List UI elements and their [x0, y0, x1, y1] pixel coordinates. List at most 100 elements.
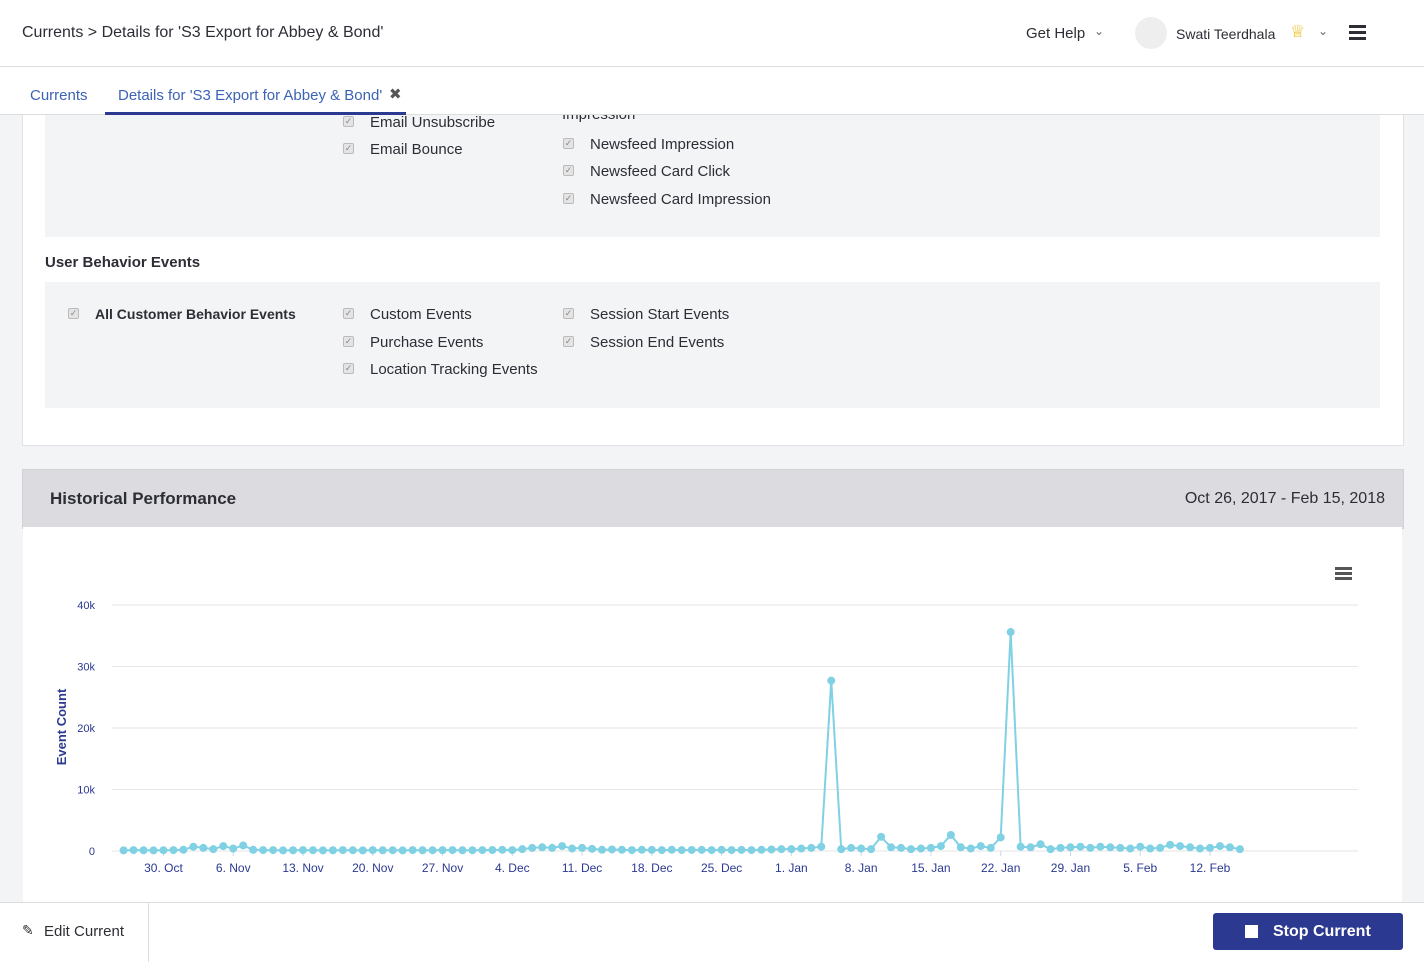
menu-icon[interactable]	[1349, 25, 1366, 28]
data-point	[299, 846, 308, 855]
avatar[interactable]	[1135, 17, 1167, 49]
data-point	[667, 845, 676, 854]
label: Email Bounce	[370, 141, 463, 158]
data-point	[179, 845, 188, 854]
checkbox: ✓	[563, 138, 574, 149]
data-point	[1215, 842, 1224, 851]
data-point	[388, 846, 397, 855]
data-point	[568, 844, 577, 853]
y-tick-label: 10k	[77, 785, 95, 797]
data-point	[478, 846, 487, 855]
data-point	[637, 845, 646, 854]
data-point	[528, 843, 537, 852]
data-point	[1205, 843, 1214, 852]
data-point	[1016, 842, 1025, 851]
data-point	[976, 842, 985, 851]
x-tick-label: 18. Dec	[631, 861, 672, 875]
user-name[interactable]: Swati Teerdhala	[1176, 26, 1276, 42]
data-point	[308, 846, 317, 855]
x-tick-label: 1. Jan	[775, 861, 808, 875]
data-point	[378, 846, 387, 855]
data-point	[1166, 840, 1175, 849]
chevron: ⌄	[1094, 24, 1105, 38]
data-point	[398, 846, 407, 855]
data-point	[817, 842, 826, 851]
tab[interactable]: Currents	[30, 87, 88, 104]
data-point	[428, 846, 437, 855]
data-point	[239, 841, 248, 850]
data-point	[677, 846, 686, 855]
data-point	[707, 846, 716, 855]
y-axis-label: Event Count	[54, 688, 69, 765]
data-point	[588, 844, 597, 853]
data-point	[338, 846, 347, 855]
x-tick-label: 11. Dec	[562, 861, 602, 875]
help-menu[interactable]: Get Help	[1026, 25, 1086, 42]
data-point	[607, 845, 616, 854]
tab-underline	[105, 112, 406, 115]
data-point	[219, 842, 228, 851]
data-point	[279, 846, 288, 855]
close-tab[interactable]: ✖	[389, 86, 402, 103]
stop-icon	[1245, 925, 1258, 938]
label: Session Start Events	[590, 306, 730, 323]
data-point	[1126, 844, 1135, 853]
data-point	[617, 845, 626, 854]
data-point	[448, 846, 457, 855]
data-point	[827, 676, 836, 685]
data-point	[647, 845, 656, 854]
data-point	[468, 846, 477, 855]
data-point	[1176, 842, 1185, 851]
data-point	[209, 845, 218, 854]
chart-menu[interactable]	[1335, 567, 1352, 580]
data-point	[657, 846, 666, 855]
data-point	[717, 845, 726, 854]
data-point	[1056, 843, 1065, 852]
data-point	[757, 845, 766, 854]
data-point	[578, 843, 587, 852]
data-point	[1096, 842, 1105, 851]
data-point	[498, 845, 507, 854]
data-point	[1196, 844, 1205, 853]
data-point	[1156, 843, 1165, 852]
edit-icon: ✎	[22, 922, 34, 938]
edit-button[interactable]: Edit Current	[44, 923, 125, 940]
checkbox: ✓	[343, 363, 354, 374]
stop-button[interactable]	[1213, 913, 1403, 950]
data-point	[368, 846, 377, 855]
data-point	[906, 845, 915, 854]
data-point	[139, 846, 148, 855]
panel-header	[22, 469, 1404, 529]
data-point	[1186, 843, 1195, 852]
data-point	[1146, 844, 1155, 853]
breadcrumb[interactable]: Currents > Details for 'S3 Export for Ab…	[22, 24, 384, 41]
tab-active[interactable]: Details for 'S3 Export for Abbey & Bond'	[118, 87, 383, 104]
data-point	[358, 846, 367, 855]
data-point	[687, 845, 696, 854]
label: Email Unsubscribe	[370, 114, 496, 131]
checkbox: ✓	[343, 336, 354, 347]
data-point	[558, 842, 567, 851]
y-tick-label: 40k	[77, 600, 95, 612]
series-line	[123, 632, 1241, 852]
data-point	[887, 843, 896, 852]
events-box	[45, 115, 1380, 237]
x-tick-label: 22. Jan	[981, 861, 1020, 875]
data-point	[857, 844, 866, 853]
data-point	[189, 842, 198, 851]
data-point	[508, 846, 517, 855]
date-range: Oct 26, 2017 - Feb 15, 2018	[1184, 490, 1385, 507]
data-point	[408, 846, 417, 855]
checkbox: ✓	[68, 308, 79, 319]
data-point	[847, 843, 856, 852]
data-point	[737, 845, 746, 854]
data-point	[956, 843, 965, 852]
data-point	[129, 846, 138, 855]
data-point	[1116, 843, 1125, 852]
data-point	[199, 843, 208, 852]
data-point	[348, 846, 357, 855]
data-point	[1026, 843, 1035, 852]
label: Impression	[562, 115, 635, 123]
divider	[148, 903, 149, 962]
stop-label[interactable]: Stop Current	[1273, 923, 1371, 940]
